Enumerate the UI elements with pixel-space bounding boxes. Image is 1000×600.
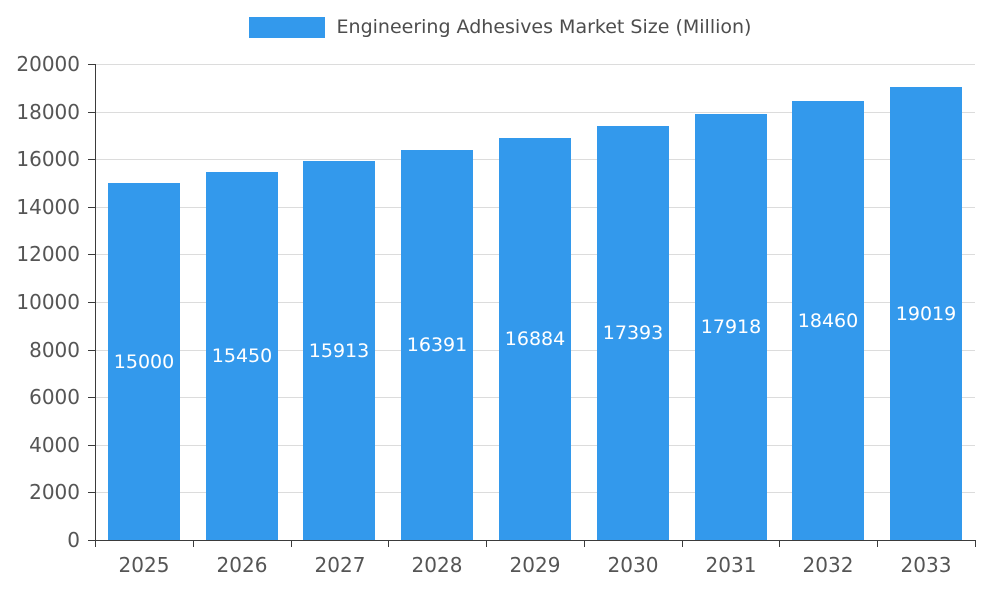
y-axis-tick xyxy=(88,159,95,160)
y-tick-label: 4000 xyxy=(29,433,80,457)
gridline xyxy=(95,64,975,65)
x-axis-tick xyxy=(779,540,780,547)
y-tick-label: 8000 xyxy=(29,338,80,362)
x-tick-label: 2028 xyxy=(411,553,463,577)
x-tick-label: 2031 xyxy=(705,553,757,577)
y-tick-label: 0 xyxy=(67,528,80,552)
x-axis-tick xyxy=(877,540,878,547)
bar-value-label: 15000 xyxy=(113,351,175,373)
gridline xyxy=(95,112,975,113)
bar xyxy=(108,183,180,540)
bar xyxy=(792,101,864,540)
bar xyxy=(597,126,669,540)
x-axis-tick xyxy=(95,540,96,547)
y-axis-tick xyxy=(88,445,95,446)
y-tick-label: 18000 xyxy=(16,100,80,124)
y-tick-label: 20000 xyxy=(16,52,80,76)
legend-label: Engineering Adhesives Market Size (Milli… xyxy=(336,16,752,38)
bar-value-label: 19019 xyxy=(895,303,957,325)
x-tick-label: 2025 xyxy=(118,553,170,577)
x-axis-line xyxy=(95,540,975,541)
y-tick-label: 14000 xyxy=(16,195,80,219)
y-axis-tick xyxy=(88,492,95,493)
y-tick-label: 12000 xyxy=(16,242,80,266)
y-tick-label: 2000 xyxy=(29,480,80,504)
y-axis-tick xyxy=(88,302,95,303)
y-axis-tick xyxy=(88,540,95,541)
bar xyxy=(206,172,278,540)
bar xyxy=(695,114,767,540)
bar xyxy=(890,87,962,540)
y-tick-label: 6000 xyxy=(29,385,80,409)
x-axis-tick xyxy=(975,540,976,547)
x-axis-tick xyxy=(682,540,683,547)
y-axis-line xyxy=(95,64,96,540)
legend-swatch xyxy=(248,16,325,38)
y-axis-tick xyxy=(88,112,95,113)
x-axis-tick xyxy=(486,540,487,547)
bar-value-label: 17918 xyxy=(700,316,762,338)
bar-value-label: 17393 xyxy=(602,322,664,344)
bar-value-label: 16391 xyxy=(406,334,468,356)
x-tick-label: 2026 xyxy=(216,553,268,577)
y-axis-tick xyxy=(88,397,95,398)
x-axis-tick xyxy=(388,540,389,547)
x-axis-tick xyxy=(291,540,292,547)
bar xyxy=(401,150,473,540)
x-tick-label: 2032 xyxy=(802,553,854,577)
bar-value-label: 18460 xyxy=(797,310,859,332)
y-axis-tick xyxy=(88,64,95,65)
x-tick-label: 2027 xyxy=(314,553,366,577)
x-tick-label: 2033 xyxy=(900,553,952,577)
x-tick-label: 2030 xyxy=(607,553,659,577)
y-axis-tick xyxy=(88,254,95,255)
y-axis-tick xyxy=(88,350,95,351)
x-axis-tick xyxy=(584,540,585,547)
bar xyxy=(499,138,571,540)
legend: Engineering Adhesives Market Size (Milli… xyxy=(0,16,1000,38)
bar-value-label: 15913 xyxy=(308,340,370,362)
y-tick-label: 10000 xyxy=(16,290,80,314)
bar-value-label: 15450 xyxy=(211,345,273,367)
x-axis-tick xyxy=(193,540,194,547)
x-tick-label: 2029 xyxy=(509,553,561,577)
bar-value-label: 16884 xyxy=(504,328,566,350)
y-axis-tick xyxy=(88,207,95,208)
y-tick-label: 16000 xyxy=(16,147,80,171)
bar xyxy=(303,161,375,540)
